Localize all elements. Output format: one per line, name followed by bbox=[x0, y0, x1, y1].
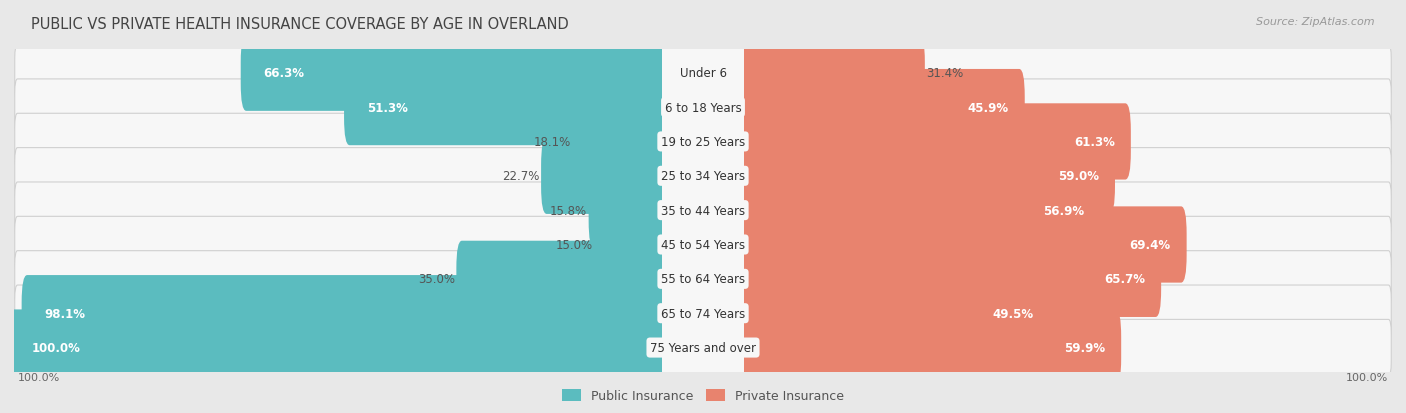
Bar bbox=[662, 166, 703, 256]
Text: PUBLIC VS PRIVATE HEALTH INSURANCE COVERAGE BY AGE IN OVERLAND: PUBLIC VS PRIVATE HEALTH INSURANCE COVER… bbox=[31, 17, 568, 31]
Bar bbox=[703, 97, 744, 187]
FancyBboxPatch shape bbox=[697, 207, 1187, 283]
Text: 22.7%: 22.7% bbox=[502, 170, 540, 183]
Text: Under 6: Under 6 bbox=[679, 67, 727, 80]
FancyBboxPatch shape bbox=[14, 285, 1392, 342]
Text: 31.4%: 31.4% bbox=[927, 67, 963, 80]
Text: 51.3%: 51.3% bbox=[367, 101, 408, 114]
FancyBboxPatch shape bbox=[457, 241, 709, 317]
Text: 15.8%: 15.8% bbox=[550, 204, 588, 217]
Bar bbox=[662, 131, 703, 221]
FancyBboxPatch shape bbox=[14, 183, 1392, 239]
Text: 45.9%: 45.9% bbox=[967, 101, 1010, 114]
Bar bbox=[703, 234, 744, 324]
FancyBboxPatch shape bbox=[541, 138, 709, 214]
Text: 66.3%: 66.3% bbox=[263, 67, 305, 80]
FancyBboxPatch shape bbox=[8, 310, 709, 386]
Text: 18.1%: 18.1% bbox=[534, 135, 571, 149]
Bar bbox=[703, 303, 744, 393]
Legend: Public Insurance, Private Insurance: Public Insurance, Private Insurance bbox=[557, 385, 849, 407]
Text: 75 Years and over: 75 Years and over bbox=[650, 341, 756, 354]
Text: 59.0%: 59.0% bbox=[1059, 170, 1099, 183]
Text: 49.5%: 49.5% bbox=[993, 307, 1033, 320]
FancyBboxPatch shape bbox=[697, 138, 1115, 214]
Bar bbox=[662, 200, 703, 290]
Text: 65.7%: 65.7% bbox=[1104, 273, 1146, 286]
Bar bbox=[703, 268, 744, 358]
FancyBboxPatch shape bbox=[344, 70, 709, 146]
Text: 6 to 18 Years: 6 to 18 Years bbox=[665, 101, 741, 114]
FancyBboxPatch shape bbox=[697, 104, 1130, 180]
Text: 15.0%: 15.0% bbox=[555, 238, 593, 252]
FancyBboxPatch shape bbox=[595, 207, 709, 283]
Bar bbox=[662, 234, 703, 324]
Text: Source: ZipAtlas.com: Source: ZipAtlas.com bbox=[1257, 17, 1375, 26]
FancyBboxPatch shape bbox=[14, 114, 1392, 170]
FancyBboxPatch shape bbox=[697, 310, 1121, 386]
Text: 100.0%: 100.0% bbox=[1347, 372, 1389, 382]
FancyBboxPatch shape bbox=[14, 217, 1392, 273]
Text: 100.0%: 100.0% bbox=[31, 341, 80, 354]
FancyBboxPatch shape bbox=[697, 173, 1101, 249]
Text: 19 to 25 Years: 19 to 25 Years bbox=[661, 135, 745, 149]
FancyBboxPatch shape bbox=[589, 173, 709, 249]
FancyBboxPatch shape bbox=[240, 36, 709, 112]
FancyBboxPatch shape bbox=[697, 70, 1025, 146]
Text: 65 to 74 Years: 65 to 74 Years bbox=[661, 307, 745, 320]
FancyBboxPatch shape bbox=[14, 45, 1392, 102]
Text: 35.0%: 35.0% bbox=[418, 273, 456, 286]
FancyBboxPatch shape bbox=[14, 251, 1392, 307]
Bar bbox=[662, 63, 703, 153]
FancyBboxPatch shape bbox=[14, 320, 1392, 376]
Text: 45 to 54 Years: 45 to 54 Years bbox=[661, 238, 745, 252]
FancyBboxPatch shape bbox=[14, 148, 1392, 204]
Text: 98.1%: 98.1% bbox=[45, 307, 86, 320]
Text: 55 to 64 Years: 55 to 64 Years bbox=[661, 273, 745, 286]
Bar bbox=[703, 63, 744, 153]
Bar bbox=[703, 131, 744, 221]
Bar bbox=[703, 200, 744, 290]
Text: 69.4%: 69.4% bbox=[1129, 238, 1171, 252]
Bar bbox=[662, 303, 703, 393]
Bar bbox=[662, 28, 703, 119]
Bar bbox=[662, 97, 703, 187]
Text: 61.3%: 61.3% bbox=[1074, 135, 1115, 149]
FancyBboxPatch shape bbox=[697, 241, 1161, 317]
Bar bbox=[662, 268, 703, 358]
FancyBboxPatch shape bbox=[21, 275, 709, 351]
FancyBboxPatch shape bbox=[697, 275, 1049, 351]
Bar bbox=[703, 28, 744, 119]
Text: 25 to 34 Years: 25 to 34 Years bbox=[661, 170, 745, 183]
Text: 56.9%: 56.9% bbox=[1043, 204, 1084, 217]
Bar bbox=[703, 166, 744, 256]
FancyBboxPatch shape bbox=[572, 104, 709, 180]
Text: 100.0%: 100.0% bbox=[17, 372, 59, 382]
FancyBboxPatch shape bbox=[697, 36, 925, 112]
FancyBboxPatch shape bbox=[14, 80, 1392, 136]
Text: 59.9%: 59.9% bbox=[1064, 341, 1105, 354]
Text: 35 to 44 Years: 35 to 44 Years bbox=[661, 204, 745, 217]
